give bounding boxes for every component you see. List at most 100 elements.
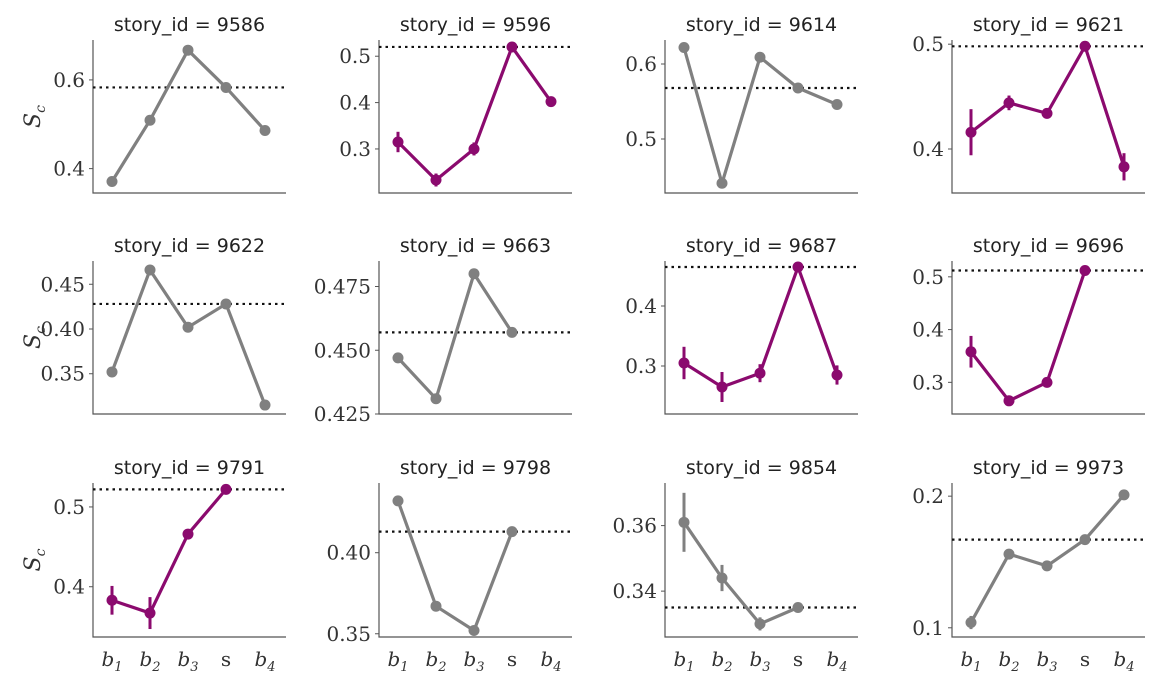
data-point <box>106 175 118 187</box>
y-tick-label: 0.475 <box>314 275 371 299</box>
series-line <box>110 48 267 183</box>
data-point <box>1003 97 1015 109</box>
data-point <box>144 264 156 276</box>
data-point <box>1079 264 1091 276</box>
x-tick-label: b3 <box>177 647 198 675</box>
data-point <box>220 81 232 93</box>
axis-spine <box>378 40 572 194</box>
data-point <box>1118 161 1130 173</box>
data-point <box>506 526 518 538</box>
subplot-title: story_id = 9696 <box>973 235 1124 257</box>
data-point <box>1118 489 1130 501</box>
axis-spine <box>664 261 858 415</box>
y-tick-label: 0.6 <box>53 68 85 92</box>
data-point <box>182 528 194 540</box>
x-tick-label: b1 <box>673 647 694 675</box>
subplot-4: story_id = 9621 0.4 0.5 <box>912 14 1145 194</box>
data-point <box>716 177 728 189</box>
data-point <box>182 44 194 56</box>
y-tick-label: 0.6 <box>625 52 657 76</box>
data-point <box>716 381 728 393</box>
data-point <box>220 483 232 495</box>
data-point <box>1041 560 1053 572</box>
data-point <box>430 393 442 405</box>
x-tick-label: s <box>1080 647 1090 671</box>
x-tick-label: b3 <box>463 647 484 675</box>
series-line <box>970 44 1126 168</box>
data-point <box>259 399 271 411</box>
data-point <box>1041 376 1053 388</box>
subplot-8: story_id = 9696 0.3 0.4 0.5 <box>912 235 1145 415</box>
axis-spine <box>951 40 1145 194</box>
data-point <box>754 367 766 379</box>
y-tick-label: 0.5 <box>912 32 944 56</box>
series-line <box>682 521 799 626</box>
x-tick-label: b2 <box>711 647 732 675</box>
data-point <box>506 41 518 53</box>
series-line <box>110 268 267 406</box>
data-point <box>1079 40 1091 52</box>
data-point <box>106 594 118 606</box>
axis-spine <box>92 40 286 194</box>
data-point <box>831 99 843 110</box>
data-point <box>468 143 480 155</box>
y-tick-label: 0.4 <box>339 91 371 115</box>
data-point <box>678 42 690 53</box>
subplot-2: story_id = 9596 0.3 0.4 0.5 <box>339 14 572 194</box>
data-point <box>106 366 118 378</box>
y-tick-label: 0.2 <box>912 484 944 508</box>
x-tick-label: b1 <box>101 647 122 675</box>
subplot-title: story_id = 9973 <box>973 457 1124 479</box>
data-point <box>965 346 977 358</box>
y-tick-label: 0.40 <box>326 541 371 565</box>
x-tick-label: b4 <box>254 647 275 675</box>
axis-spine <box>951 261 1145 415</box>
y-tick-label: 0.36 <box>612 514 657 538</box>
x-tick-label: b4 <box>1113 647 1134 675</box>
y-tick-label: 0.4 <box>625 294 657 318</box>
data-point <box>965 126 977 138</box>
axis-spine <box>664 40 858 194</box>
y-tick-label: 0.5 <box>912 265 944 289</box>
axis-spine <box>378 261 572 415</box>
subplot-title: story_id = 9586 <box>114 14 265 36</box>
subplot-12: story_id = 9973 0.1 0.2 b1 b2 b3 s b4 <box>912 457 1145 675</box>
x-tick-label: b3 <box>1036 647 1057 675</box>
x-tick-label: b4 <box>540 647 561 675</box>
data-point <box>1041 107 1053 119</box>
y-tick-label: 0.425 <box>314 402 371 426</box>
y-tick-label: 0.5 <box>53 495 85 519</box>
series-line <box>969 269 1087 403</box>
y-tick-label: 0.1 <box>912 616 944 640</box>
subplot-3: story_id = 9614 0.5 0.6 <box>625 14 858 194</box>
data-point <box>430 600 442 612</box>
y-tick-label: 0.4 <box>912 137 944 161</box>
y-tick-label: 0.3 <box>625 354 657 378</box>
subplot-title: story_id = 9614 <box>686 14 837 36</box>
data-point <box>144 114 156 126</box>
y-tick-label: 0.45 <box>40 272 85 296</box>
series-line <box>396 272 514 401</box>
series-line <box>111 488 228 615</box>
data-point <box>1003 395 1015 407</box>
x-tick-label: s <box>507 647 517 671</box>
x-tick-label: b2 <box>139 647 160 675</box>
data-point <box>678 357 690 369</box>
subplot-title: story_id = 9854 <box>686 457 837 479</box>
subplot-title: story_id = 9687 <box>686 235 837 257</box>
subplot-5: story_id = 9622 0.35 0.40 0.45 Sc <box>21 235 286 415</box>
axis-spine <box>951 483 1145 638</box>
subplot-1: story_id = 9586 0.4 0.6Sc <box>21 14 286 194</box>
data-point <box>392 136 404 148</box>
data-point <box>792 261 804 273</box>
x-tick-label: b3 <box>749 647 770 675</box>
y-tick-label: 0.3 <box>339 137 371 161</box>
subplot-9: story_id = 9791 0.4 0.5 Sc b1 b2 b3 s b4 <box>21 457 286 675</box>
y-tick-label: 0.40 <box>40 317 85 341</box>
y-tick-label: 0.3 <box>912 370 944 394</box>
y-tick-label: 0.450 <box>314 338 371 362</box>
x-tick-label: b1 <box>960 647 981 675</box>
data-point <box>1079 534 1091 546</box>
y-tick-label: 0.4 <box>53 575 85 599</box>
x-tick-label: b2 <box>425 647 446 675</box>
